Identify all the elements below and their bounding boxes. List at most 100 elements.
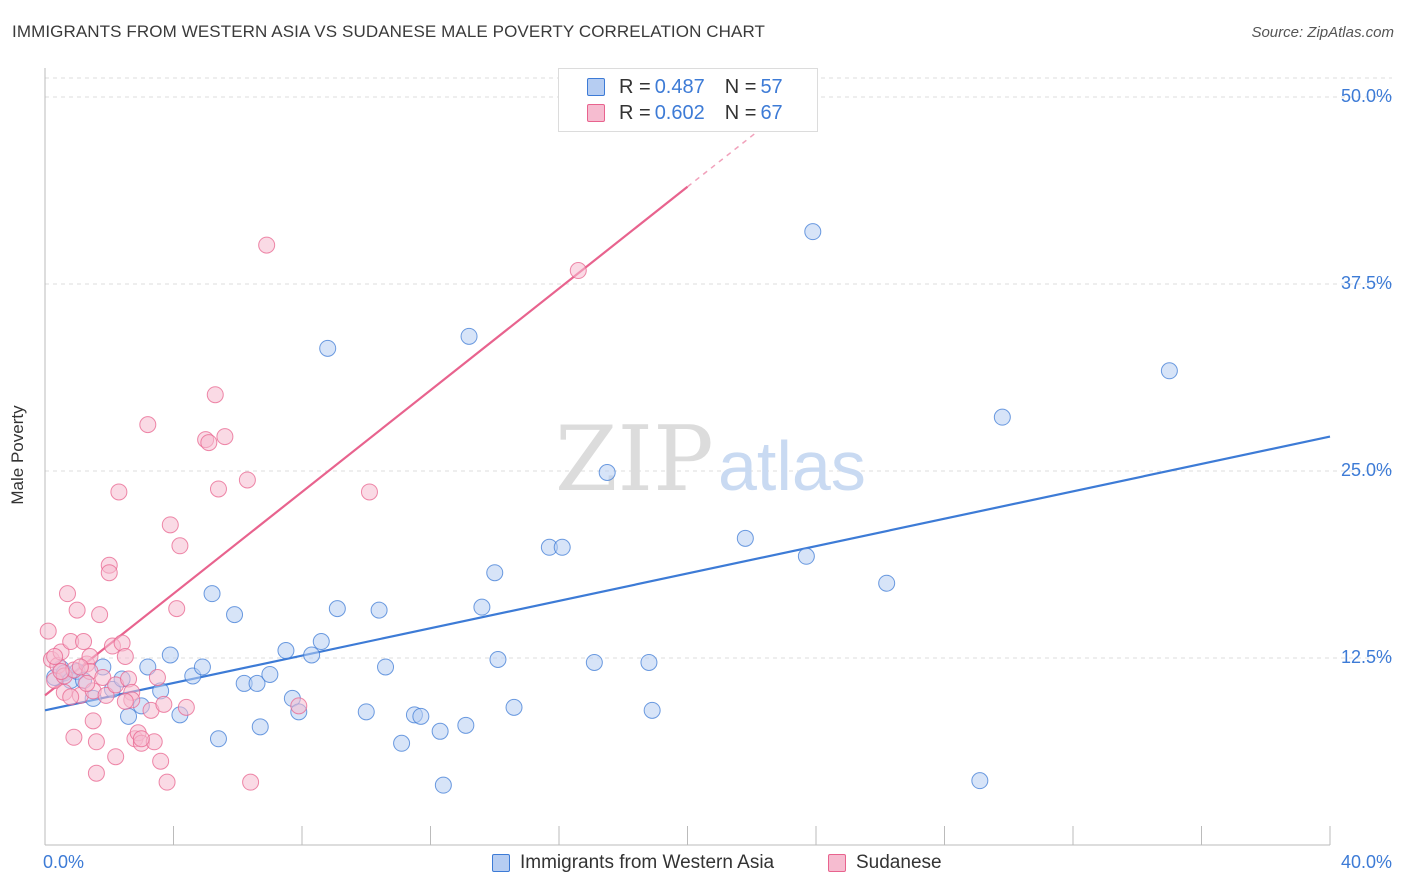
blue-data-point (412, 707, 430, 725)
blue-data-point (209, 730, 227, 748)
pink-data-point (71, 658, 89, 676)
pink-data-point (46, 648, 64, 666)
correlation-legend: R = 0.487 N = 57 R = 0.602 N = 67 (558, 68, 818, 132)
data-points (39, 223, 1178, 794)
blue-trend-line (44, 435, 1331, 712)
legend-swatch-blue (587, 78, 605, 96)
pink-data-point (107, 748, 125, 766)
bottom-legend-label: Immigrants from Western Asia (520, 852, 775, 873)
blue-data-point (319, 339, 337, 357)
blue-data-point (226, 606, 244, 624)
legend-n-value: 67 (760, 101, 783, 124)
blue-data-point (328, 600, 346, 618)
blue-data-point (431, 722, 449, 740)
pink-data-point (100, 564, 118, 582)
pink-data-point (78, 674, 96, 692)
blue-data-point (203, 585, 221, 603)
bottom-legend-item-pink: Sudanese (828, 852, 942, 874)
source-label: Source: ZipAtlas.com (1251, 24, 1394, 41)
blue-data-point (797, 547, 815, 565)
chart-title: IMMIGRANTS FROM WESTERN ASIA VS SUDANESE… (12, 22, 766, 41)
pink-data-point (58, 585, 76, 603)
legend-r-value: 0.602 (654, 101, 705, 124)
pink-data-point (39, 622, 57, 640)
pink-data-point (258, 236, 276, 254)
pink-data-point (68, 601, 86, 619)
pink-data-point (87, 764, 105, 782)
legend-n-label: N = (724, 101, 757, 124)
blue-data-point (460, 327, 478, 345)
pink-data-point (238, 471, 256, 489)
blue-data-point (489, 650, 507, 668)
pink-data-point (209, 480, 227, 498)
y-tick-label: 25.0% (1340, 460, 1392, 480)
blue-data-point (393, 734, 411, 752)
watermark-atlas: atlas (718, 427, 866, 505)
y-tick-label: 12.5% (1340, 647, 1392, 667)
blue-data-point (161, 646, 179, 664)
blue-data-point (434, 776, 452, 794)
pink-data-point (158, 773, 176, 791)
blue-data-point (553, 538, 571, 556)
bottom-legend-label: Sudanese (856, 852, 942, 873)
axes (44, 68, 1331, 846)
pink-data-point (242, 773, 260, 791)
pink-data-point (84, 712, 102, 730)
legend-r-label: R = (619, 101, 651, 124)
y-tick-label: 50.0% (1340, 86, 1392, 106)
blue-data-point (598, 463, 616, 481)
legend-r-label: R = (619, 75, 651, 98)
x-tick-label-min: 0.0% (43, 852, 85, 872)
blue-data-point (193, 658, 211, 676)
pink-data-point (132, 730, 150, 748)
blue-data-point (505, 698, 523, 716)
pink-data-point (75, 633, 93, 651)
pink-data-point (87, 733, 105, 751)
pink-data-point (116, 648, 134, 666)
pink-data-point (290, 697, 308, 715)
blue-data-point (120, 707, 138, 725)
blue-data-point (139, 658, 157, 676)
pink-data-point (148, 668, 166, 686)
pink-data-point (200, 434, 218, 452)
pink-data-point (94, 668, 112, 686)
pink-data-point (97, 686, 115, 704)
pink-data-point (52, 662, 70, 680)
pink-data-point (139, 416, 157, 434)
blue-data-point (261, 665, 279, 683)
pink-data-point (171, 537, 189, 555)
blue-data-point (1160, 362, 1178, 380)
legend-n-label: N = (724, 75, 757, 98)
blue-data-point (643, 701, 661, 719)
legend-row-pink: R = 0.602 N = 67 (587, 100, 783, 126)
blue-data-point (251, 718, 269, 736)
watermark: ZIP atlas (555, 407, 866, 512)
pink-data-point (91, 606, 109, 624)
pink-data-point (155, 695, 173, 713)
watermark-zip: ZIP (555, 407, 714, 512)
y-axis-label: Male Poverty (8, 405, 27, 505)
blue-data-point (277, 642, 295, 660)
blue-data-point (878, 574, 896, 592)
pink-data-point (206, 386, 224, 404)
blue-data-point (370, 601, 388, 619)
pink-data-point (152, 752, 170, 770)
blue-data-point (971, 772, 989, 790)
y-tick-label: 37.5% (1340, 273, 1392, 293)
blue-data-point (312, 633, 330, 651)
pink-data-point (216, 428, 234, 446)
pink-data-point (168, 600, 186, 618)
blue-data-point (736, 529, 754, 547)
blue-data-point (357, 703, 375, 721)
pink-data-point (62, 688, 80, 706)
blue-data-point (804, 223, 822, 241)
blue-data-point (473, 598, 491, 616)
legend-row-blue: R = 0.487 N = 57 (587, 74, 783, 100)
blue-data-point (993, 408, 1011, 426)
pink-data-point (161, 516, 179, 534)
pink-trend-extension (687, 127, 762, 188)
bottom-legend-swatch-blue (492, 854, 510, 872)
blue-data-point (457, 716, 475, 734)
pink-data-point (177, 698, 195, 716)
